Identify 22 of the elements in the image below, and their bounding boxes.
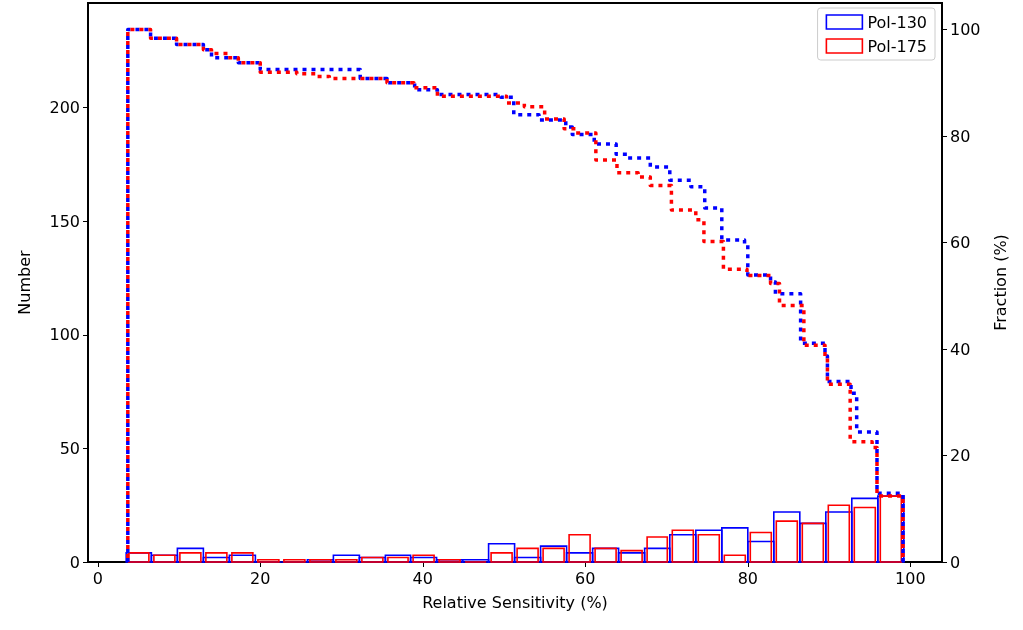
y2-tick-label: 40 (950, 339, 971, 359)
legend-label: Pol-175 (867, 36, 927, 56)
y-axis-title: Number (14, 249, 34, 315)
y-tick-label: 200 (49, 98, 80, 118)
y2-tick-label: 20 (950, 446, 971, 466)
x-tick-label: 40 (412, 568, 433, 588)
x-tick-label: 60 (575, 568, 596, 588)
y-tick-label: 50 (59, 438, 80, 458)
y-tick-label: 150 (49, 211, 80, 231)
x-tick-label: 80 (737, 568, 758, 588)
y2-tick-label: 0 (950, 552, 961, 572)
y2-tick-label: 80 (950, 126, 971, 146)
legend-label: Pol-130 (867, 12, 927, 32)
y-tick-label: 100 (49, 325, 80, 345)
x-tick-label: 100 (895, 568, 926, 588)
x-tick-label: 20 (250, 568, 271, 588)
y2-axis-title: Fraction (%) (990, 234, 1010, 331)
x-tick-label: 0 (92, 568, 103, 588)
x-axis-title: Relative Sensitivity (%) (422, 592, 608, 612)
y2-tick-label: 60 (950, 233, 971, 253)
y2-tick-label: 100 (950, 20, 981, 40)
y-tick-label: 0 (69, 552, 80, 572)
